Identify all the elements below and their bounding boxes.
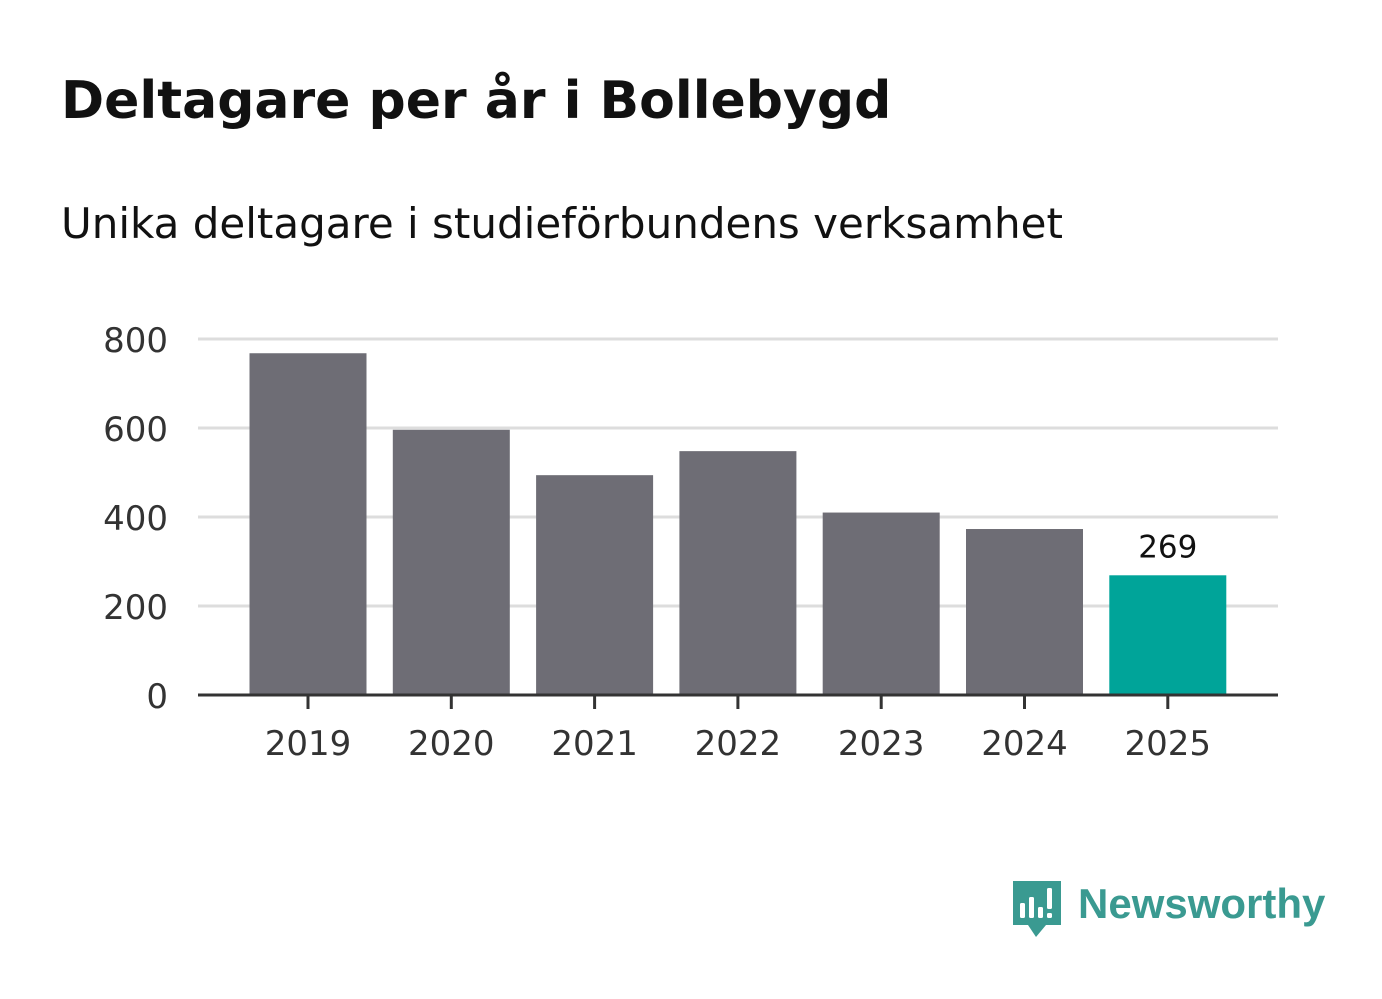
x-tick-label: 2022 [695,724,782,764]
bar-2024 [966,529,1083,695]
x-tick-label: 2023 [838,724,925,764]
data-labels: 269 [1138,529,1197,565]
bar-2023 [822,512,940,695]
bar-2021 [536,475,654,695]
y-tick-label: 0 [146,677,168,717]
y-tick-label: 800 [103,321,168,361]
brand-name: Newsworthy [1078,880,1326,927]
y-tick-label: 400 [103,499,168,539]
x-tick-label: 2025 [1125,724,1212,764]
bar-2022 [679,451,797,695]
y-axis-ticks: 0 200 400 600 800 [103,321,168,717]
data-label-2025: 269 [1138,529,1197,565]
x-tick-label: 2019 [265,724,352,764]
bar-2019 [249,353,367,695]
bars [249,353,1227,695]
newsworthy-logo-icon [1013,881,1061,937]
y-tick-label: 200 [103,588,168,628]
bar-2025 [1109,575,1227,695]
brand-logo: Newsworthy [1010,874,1330,944]
chart-title: Deltagare per år i Bollebygd [61,71,892,131]
x-axis-ticks: 2019 2020 2021 2022 2023 2024 2025 [265,695,1211,764]
chart-subtitle: Unika deltagare i studieförbundens verks… [61,199,1063,248]
x-tick-label: 2020 [408,724,495,764]
y-tick-label: 600 [103,410,168,450]
x-tick-label: 2021 [551,724,638,764]
bar-2020 [392,429,510,695]
x-tick-label: 2024 [981,724,1068,764]
